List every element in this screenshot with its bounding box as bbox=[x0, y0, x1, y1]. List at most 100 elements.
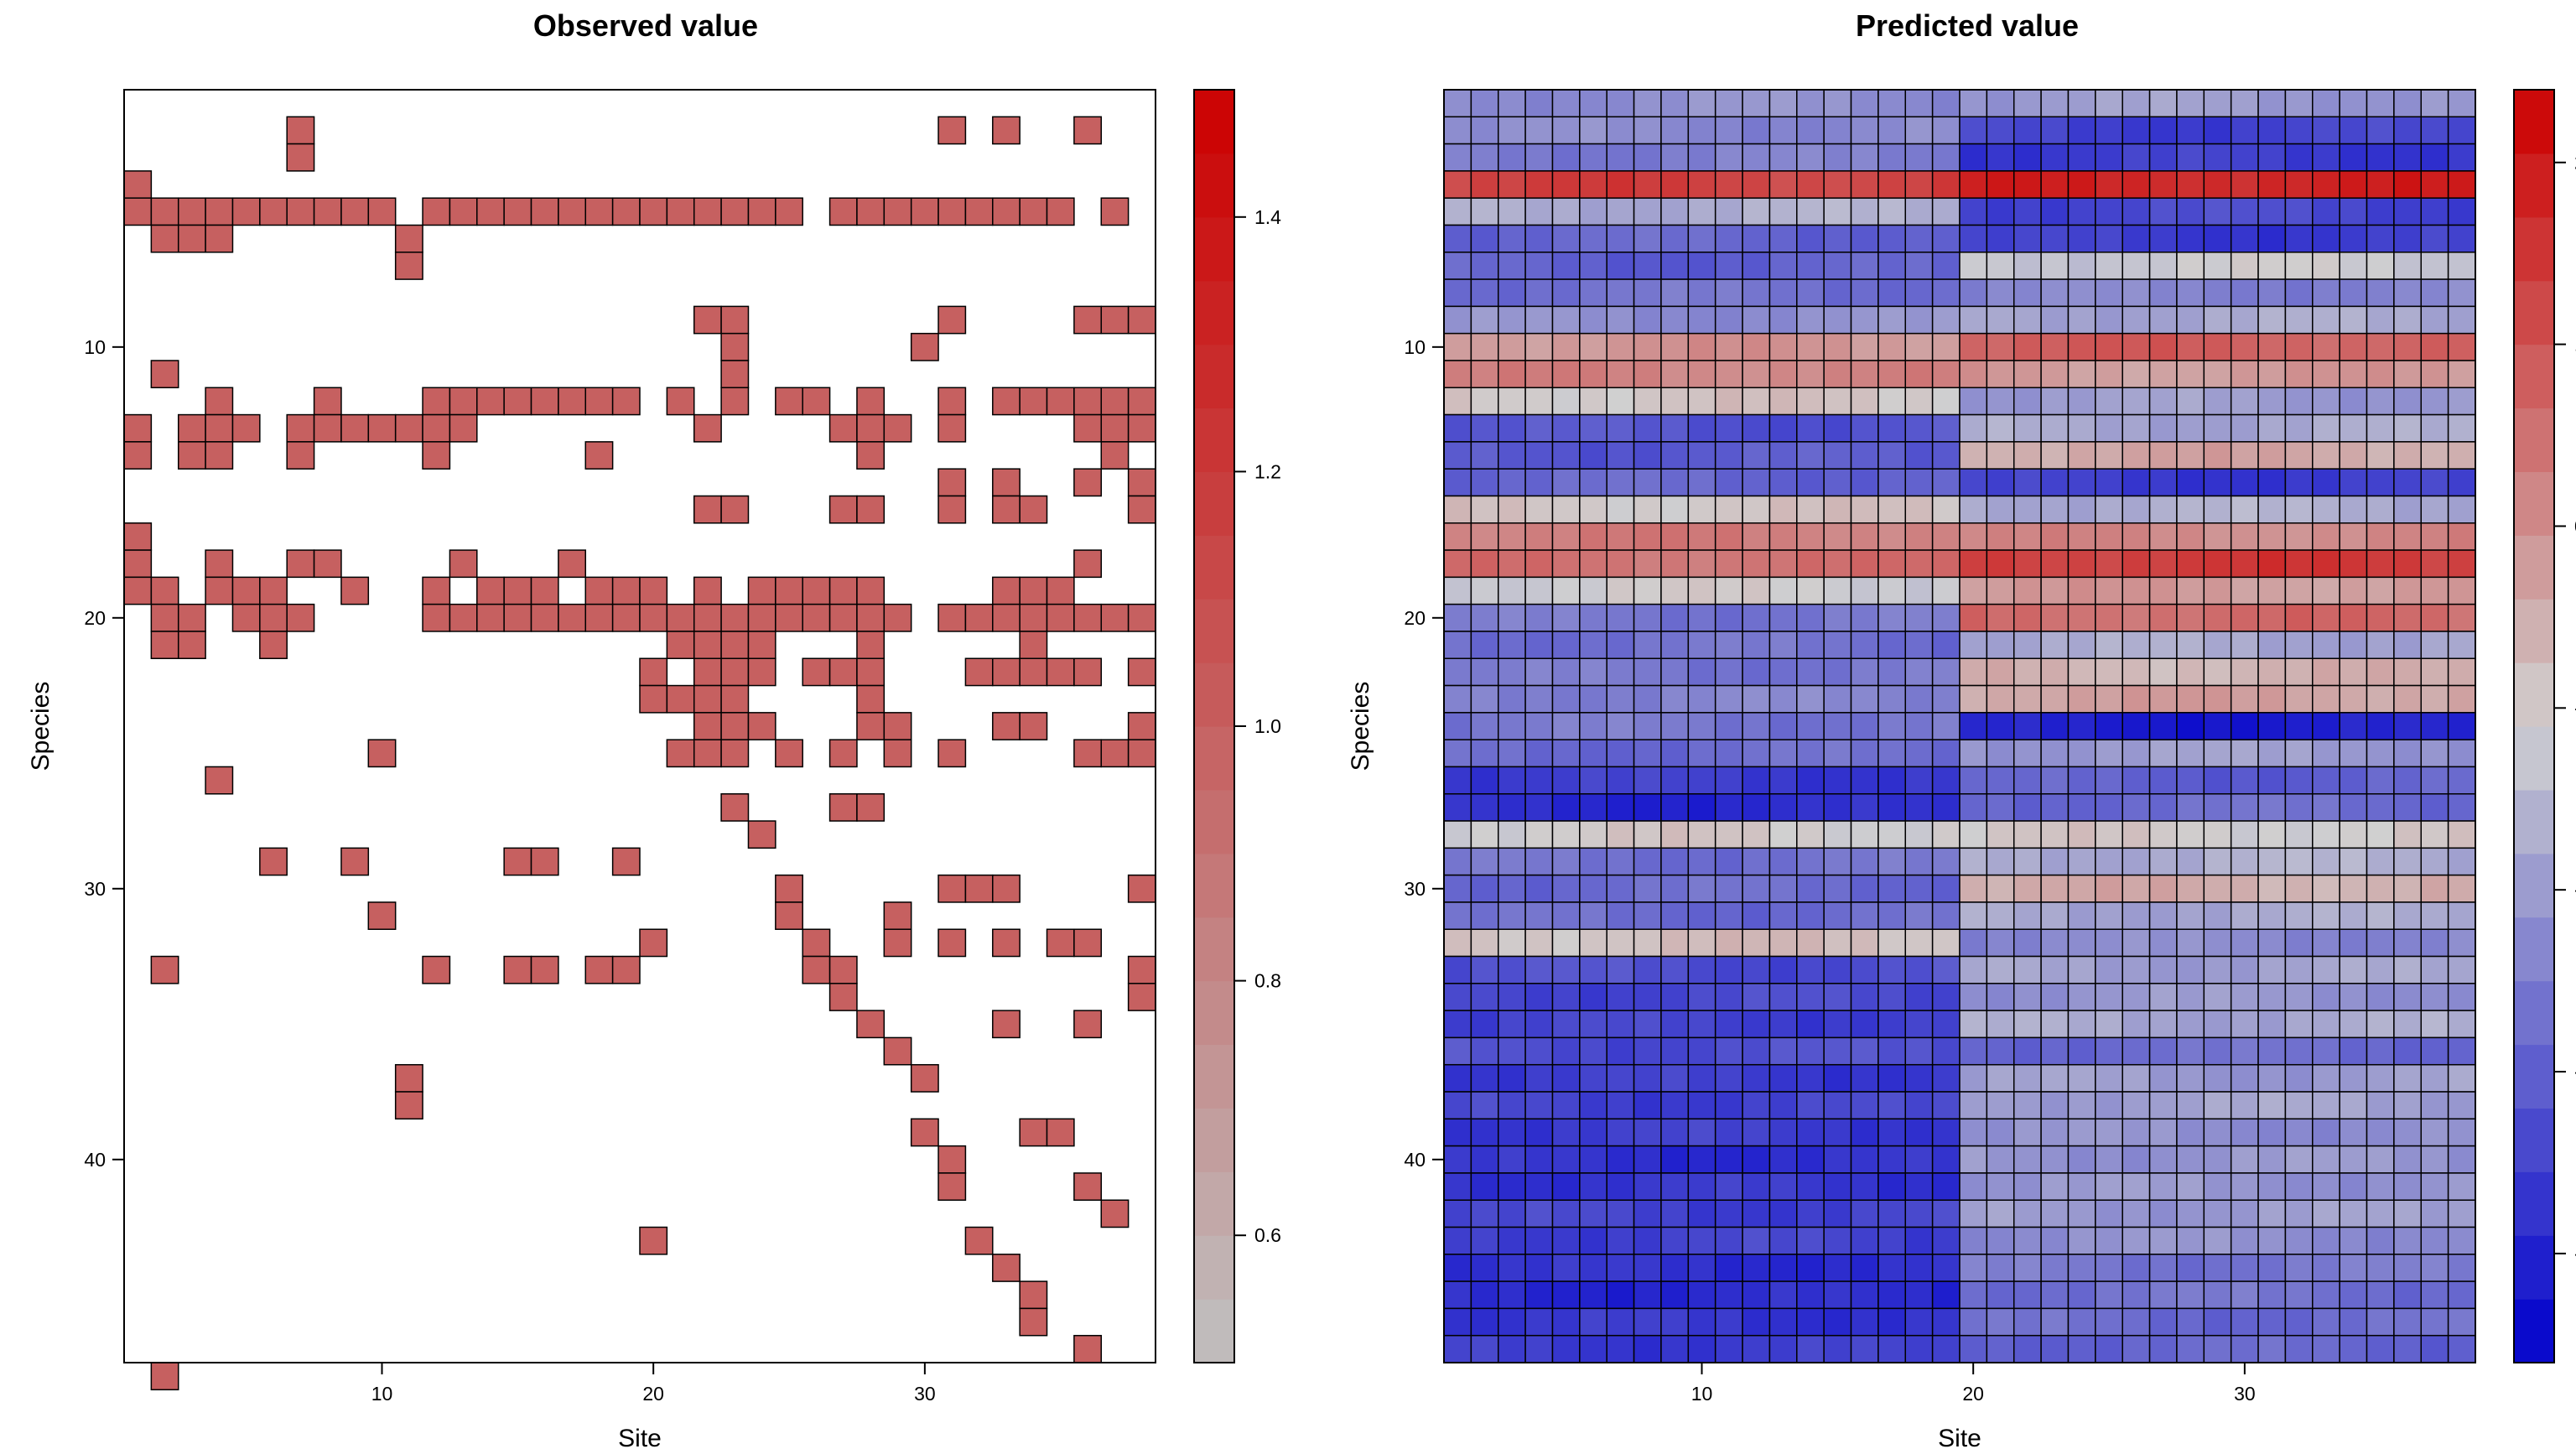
y-tick-label: 20 bbox=[84, 607, 106, 629]
heatmap-cell bbox=[2366, 441, 2395, 470]
heatmap-cell bbox=[1904, 1145, 1934, 1174]
heatmap-cell bbox=[1877, 305, 1907, 335]
heatmap-cell bbox=[2393, 1036, 2423, 1066]
heatmap-cell bbox=[1579, 1036, 1607, 1066]
heatmap-cell bbox=[2176, 360, 2205, 389]
heatmap-cell bbox=[1768, 874, 1798, 903]
colorbar-segment bbox=[1194, 726, 1234, 791]
heatmap-cell bbox=[2257, 739, 2287, 768]
heatmap-cell bbox=[1606, 1091, 1635, 1120]
heatmap-cell bbox=[1633, 1334, 1662, 1363]
heatmap-cell bbox=[1904, 1036, 1934, 1066]
heatmap-cell bbox=[1742, 684, 1771, 714]
heatmap-cell bbox=[2312, 1334, 2340, 1363]
heatmap-cell bbox=[2095, 387, 2123, 416]
heatmap-cell bbox=[2284, 468, 2314, 497]
heatmap-cell bbox=[1606, 278, 1635, 308]
heatmap-cell bbox=[2447, 983, 2476, 1011]
heatmap-cell bbox=[1443, 820, 1472, 849]
heatmap-cell bbox=[1877, 657, 1907, 687]
heatmap-cell bbox=[2095, 684, 2123, 714]
heatmap-cell bbox=[1046, 197, 1075, 226]
heatmap-cell bbox=[2339, 441, 2368, 470]
heatmap-cell bbox=[2067, 657, 2096, 687]
heatmap-cell bbox=[503, 387, 532, 416]
heatmap-cell bbox=[1579, 197, 1607, 226]
heatmap-cell bbox=[2040, 387, 2070, 416]
heatmap-cell bbox=[1687, 1063, 1716, 1093]
heatmap-cell bbox=[1660, 1010, 1690, 1039]
heatmap-cell bbox=[2312, 712, 2340, 740]
heatmap-cell bbox=[1904, 901, 1934, 930]
heatmap-cell bbox=[2122, 197, 2151, 226]
heatmap-cell bbox=[1606, 413, 1635, 443]
heatmap-cell bbox=[2366, 576, 2395, 605]
heatmap-cell bbox=[2230, 1145, 2259, 1174]
heatmap-cell bbox=[1959, 1280, 1988, 1310]
heatmap-cell bbox=[883, 739, 912, 768]
heatmap-cell bbox=[1959, 170, 1988, 199]
heatmap-cell bbox=[1959, 1172, 1988, 1201]
heatmap-cell bbox=[1633, 1280, 1662, 1310]
heatmap-cell bbox=[1443, 252, 1472, 280]
heatmap-cell bbox=[1470, 1172, 1499, 1201]
heatmap-cell bbox=[2040, 441, 2070, 470]
heatmap-cell bbox=[2257, 631, 2287, 660]
heatmap-cell bbox=[1606, 1118, 1635, 1147]
heatmap-cell bbox=[1633, 278, 1662, 308]
heatmap-cell bbox=[2067, 1307, 2096, 1337]
heatmap-cell bbox=[1796, 360, 1825, 389]
heatmap-cell bbox=[2122, 928, 2151, 958]
heatmap-cell bbox=[1019, 657, 1048, 687]
heatmap-cell bbox=[1742, 1199, 1771, 1228]
heatmap-cell bbox=[2393, 1172, 2423, 1201]
heatmap-cell bbox=[1877, 252, 1907, 280]
heatmap-cell bbox=[1633, 820, 1662, 849]
heatmap-cell bbox=[1660, 766, 1690, 795]
heatmap-cell bbox=[2122, 89, 2151, 118]
heatmap-cell bbox=[1073, 1334, 1103, 1363]
heatmap-cell bbox=[2067, 1226, 2096, 1255]
heatmap-cell bbox=[2095, 928, 2123, 958]
heatmap-cell bbox=[1986, 928, 2015, 958]
heatmap-cell bbox=[775, 739, 803, 768]
heatmap-cell bbox=[1579, 360, 1607, 389]
heatmap-cell bbox=[2447, 305, 2476, 335]
heatmap-cell bbox=[2393, 820, 2423, 849]
heatmap-cell bbox=[1524, 1036, 1554, 1066]
heatmap-cell bbox=[367, 901, 397, 930]
heatmap-cell bbox=[2012, 1010, 2042, 1039]
heatmap-cell bbox=[2095, 468, 2123, 497]
heatmap-cell bbox=[2012, 332, 2042, 361]
heatmap-cell bbox=[2420, 684, 2449, 714]
heatmap-cell bbox=[2040, 1091, 2070, 1120]
heatmap-cell bbox=[2447, 441, 2476, 470]
heatmap-cell bbox=[2095, 1036, 2123, 1066]
heatmap-cell bbox=[2339, 468, 2368, 497]
colorbar-segment bbox=[2514, 344, 2554, 409]
heatmap-cell bbox=[1850, 1145, 1879, 1174]
heatmap-cell bbox=[530, 603, 559, 632]
heatmap-cell bbox=[1714, 252, 1743, 280]
heatmap-cell bbox=[2420, 820, 2449, 849]
heatmap-cell bbox=[2312, 224, 2340, 253]
heatmap-cell bbox=[2393, 1307, 2423, 1337]
heatmap-cell bbox=[231, 413, 261, 443]
heatmap-cell bbox=[1470, 1254, 1499, 1282]
heatmap-cell bbox=[1551, 387, 1581, 416]
heatmap-cell bbox=[2203, 143, 2232, 172]
heatmap-cell bbox=[1579, 576, 1607, 605]
heatmap-cell bbox=[2366, 631, 2395, 660]
heatmap-cell bbox=[2284, 360, 2314, 389]
heatmap-cell bbox=[2230, 332, 2259, 361]
heatmap-cell bbox=[2067, 143, 2096, 172]
heatmap-cell bbox=[2366, 955, 2395, 984]
heatmap-cell bbox=[1742, 712, 1771, 740]
heatmap-cell bbox=[856, 387, 886, 416]
heatmap-cell bbox=[2122, 739, 2151, 768]
heatmap-cell bbox=[2203, 955, 2232, 984]
heatmap-cell bbox=[1986, 441, 2015, 470]
heatmap-cell bbox=[2366, 1199, 2395, 1228]
heatmap-cell bbox=[2447, 1091, 2476, 1120]
heatmap-cell bbox=[2012, 792, 2042, 822]
